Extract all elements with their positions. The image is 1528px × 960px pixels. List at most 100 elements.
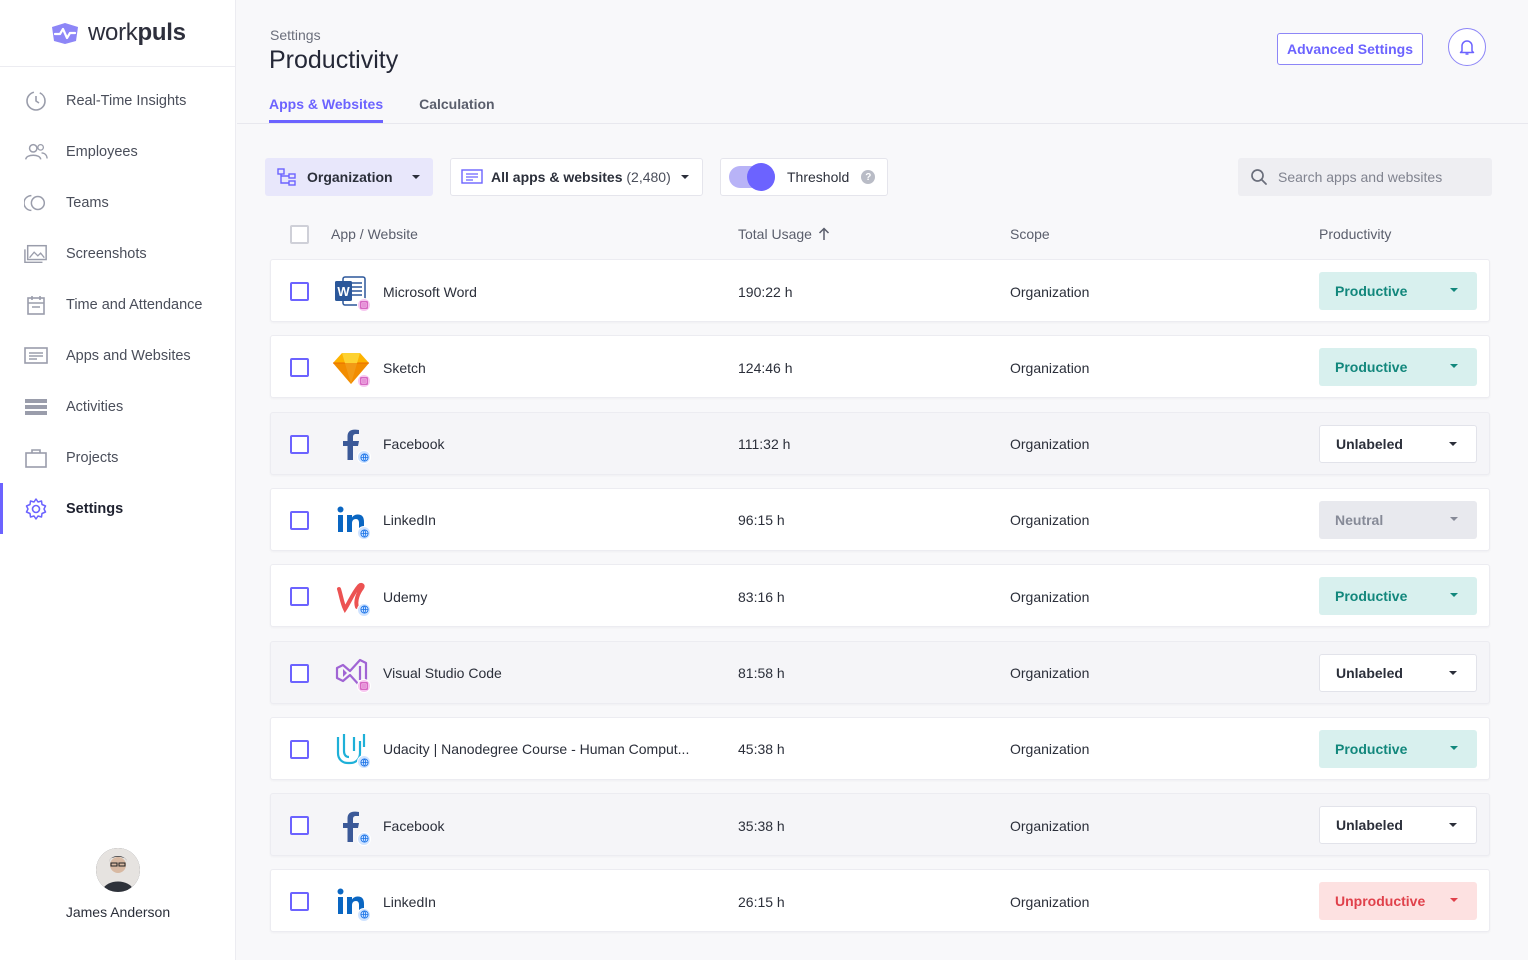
productivity-dropdown[interactable]: Unlabeled — [1319, 806, 1477, 845]
chevron-down-icon — [1450, 593, 1458, 598]
productivity-dropdown[interactable]: Productive — [1319, 348, 1477, 387]
productivity-dropdown[interactable]: Neutral — [1319, 500, 1477, 539]
total-usage: 83:16 h — [738, 588, 785, 605]
productivity-label: Productive — [1335, 588, 1408, 605]
column-total-usage[interactable]: Total Usage — [738, 226, 830, 242]
users-icon — [24, 140, 48, 164]
scope: Organization — [1010, 436, 1090, 453]
productivity-label: Productive — [1335, 283, 1408, 299]
sidebar-item-activities[interactable]: Activities — [0, 381, 235, 432]
chevron-down-icon — [412, 175, 420, 179]
row-checkbox[interactable] — [290, 282, 309, 301]
table-row[interactable]: LinkedIn 96:15 h Organization Neutral — [270, 487, 1490, 551]
help-icon[interactable]: ? — [861, 170, 876, 184]
threshold-control: Threshold ? — [720, 158, 888, 196]
teams-icon — [24, 191, 48, 215]
productivity-dropdown[interactable]: Unlabeled — [1319, 424, 1477, 463]
chevron-down-icon — [681, 175, 689, 179]
productivity-dropdown[interactable]: Productive — [1319, 729, 1477, 768]
svg-text:W: W — [337, 284, 350, 299]
sidebar-item-label: Screenshots — [66, 245, 147, 262]
productivity-label: Productive — [1335, 359, 1408, 376]
table-row[interactable]: Sketch 124:46 h Organization Productive — [270, 335, 1490, 399]
website-globe-icon — [357, 602, 371, 617]
column-app[interactable]: App / Website — [331, 226, 418, 242]
productivity-dropdown[interactable]: Unlabeled — [1319, 653, 1477, 692]
sidebar-item-time-and-attendance[interactable]: Time and Attendance — [0, 279, 235, 330]
website-globe-icon — [357, 450, 371, 465]
select-all-checkbox[interactable] — [290, 225, 309, 244]
table-row[interactable]: Facebook 111:32 h Organization Unlabeled — [270, 411, 1490, 475]
breadcrumb[interactable]: Settings — [270, 27, 321, 43]
gear-icon — [24, 497, 48, 521]
calendar-icon — [24, 293, 48, 317]
chevron-down-icon — [1450, 516, 1458, 521]
row-checkbox[interactable] — [290, 892, 309, 912]
facebook-icon — [331, 424, 371, 465]
app-name: Udemy — [383, 588, 428, 605]
row-checkbox[interactable] — [290, 816, 309, 836]
productivity-dropdown[interactable]: Unproductive — [1319, 882, 1477, 921]
sidebar-item-screenshots[interactable]: Screenshots — [0, 228, 235, 279]
productivity-label: Unlabeled — [1336, 435, 1403, 452]
row-checkbox[interactable] — [290, 434, 309, 454]
tab-apps-websites[interactable]: Apps & Websites — [269, 96, 384, 123]
productivity-dropdown[interactable]: Productive — [1319, 577, 1477, 616]
filter-bar: Organization All apps & websites (2,480)… — [265, 158, 1492, 196]
row-checkbox[interactable] — [290, 358, 309, 378]
tabs: Apps & Websites Calculation — [269, 96, 495, 123]
monitor-icon — [24, 344, 48, 368]
apps-websites-label: All apps & websites (2,480) — [491, 169, 671, 185]
app-name: Facebook — [383, 436, 445, 453]
sidebar-item-real-time-insights[interactable]: Real-Time Insights — [0, 75, 235, 126]
sidebar-item-employees[interactable]: Employees — [0, 126, 235, 177]
website-globe-icon — [357, 831, 371, 846]
row-checkbox[interactable] — [290, 587, 309, 607]
sidebar-item-settings[interactable]: Settings — [0, 483, 235, 534]
app-name: Microsoft Word — [383, 283, 477, 300]
search-input[interactable] — [1278, 169, 1478, 185]
notifications-button[interactable] — [1448, 28, 1486, 66]
threshold-label: Threshold — [787, 169, 850, 185]
row-checkbox[interactable] — [290, 663, 309, 683]
chevron-down-icon — [1450, 898, 1458, 903]
total-usage: 45:38 h — [738, 741, 785, 758]
avatar — [96, 848, 140, 892]
row-checkbox[interactable] — [290, 510, 309, 530]
table-row[interactable]: Udemy 83:16 h Organization Productive — [270, 564, 1490, 628]
sidebar-item-label: Real-Time Insights — [66, 92, 187, 109]
scope: Organization — [1010, 512, 1090, 529]
threshold-toggle[interactable] — [729, 163, 775, 191]
column-scope[interactable]: Scope — [1010, 226, 1050, 242]
organization-dropdown[interactable]: Organization — [265, 158, 433, 196]
sidebar-item-projects[interactable]: Projects — [0, 432, 235, 483]
column-productivity[interactable]: Productivity — [1319, 226, 1392, 242]
table-row[interactable]: Facebook 35:38 h Organization Unlabeled — [270, 793, 1490, 857]
sidebar-item-label: Settings — [66, 500, 124, 517]
table-row[interactable]: W Microsoft Word 190:22 h Organization P… — [270, 259, 1490, 322]
org-chart-icon — [277, 168, 296, 186]
productivity-label: Unproductive — [1335, 893, 1426, 910]
table-row[interactable]: LinkedIn 26:15 h Organization Unproducti… — [270, 869, 1490, 933]
sidebar-item-apps-and-websites[interactable]: Apps and Websites — [0, 330, 235, 381]
logo[interactable]: workpuls — [0, 0, 235, 67]
apps-websites-dropdown[interactable]: All apps & websites (2,480) — [450, 158, 703, 196]
chevron-down-icon — [1449, 670, 1457, 675]
user-profile[interactable]: James Anderson — [0, 848, 236, 920]
facebook-icon — [331, 806, 371, 846]
productivity-label: Unlabeled — [1336, 817, 1403, 834]
desktop-app-badge-icon — [357, 679, 371, 693]
table-row[interactable]: Visual Studio Code 81:58 h Organization … — [270, 640, 1490, 704]
table-row[interactable]: Udacity | Nanodegree Course - Human Comp… — [270, 716, 1490, 780]
udacity-icon — [331, 729, 371, 770]
sketch-icon — [331, 348, 371, 388]
tab-calculation[interactable]: Calculation — [419, 96, 495, 112]
row-checkbox[interactable] — [290, 739, 309, 759]
advanced-settings-button[interactable]: Advanced Settings — [1277, 33, 1423, 65]
scope: Organization — [1010, 359, 1090, 376]
productivity-label: Unlabeled — [1336, 664, 1403, 681]
productivity-dropdown[interactable]: Productive — [1319, 272, 1477, 310]
briefcase-icon — [24, 446, 48, 470]
sidebar-item-teams[interactable]: Teams — [0, 177, 235, 228]
image-icon — [24, 242, 48, 266]
